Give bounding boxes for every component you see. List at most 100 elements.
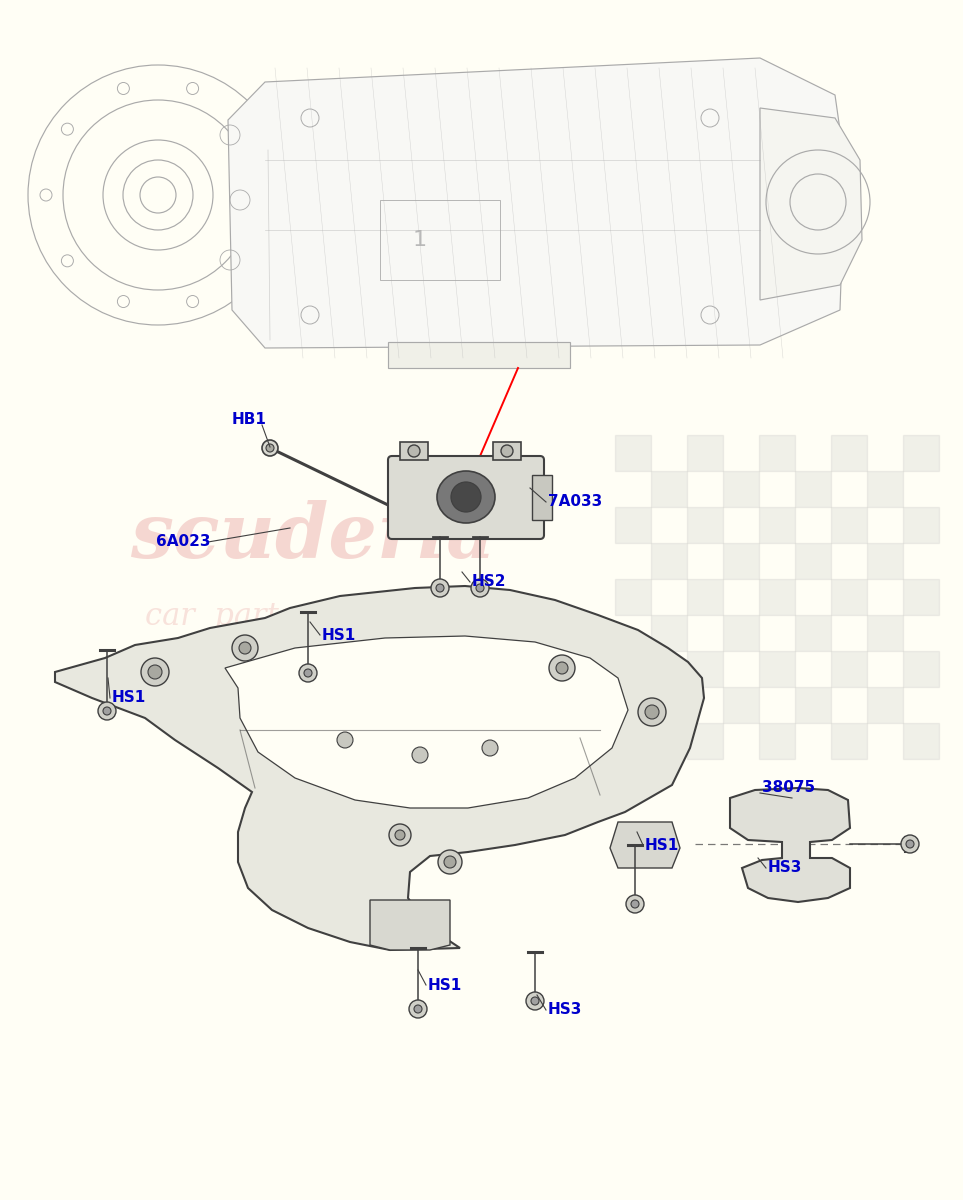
Polygon shape bbox=[400, 442, 428, 460]
Text: HB1: HB1 bbox=[232, 413, 267, 427]
Bar bbox=[795, 686, 831, 722]
Circle shape bbox=[438, 850, 462, 874]
Circle shape bbox=[901, 835, 919, 853]
Circle shape bbox=[626, 895, 644, 913]
Bar bbox=[759, 578, 795, 614]
Bar bbox=[687, 434, 723, 470]
Bar bbox=[651, 614, 687, 650]
Circle shape bbox=[299, 664, 317, 682]
Bar bbox=[831, 506, 867, 542]
Bar bbox=[687, 650, 723, 686]
Circle shape bbox=[444, 856, 456, 868]
Polygon shape bbox=[55, 586, 704, 950]
Circle shape bbox=[638, 698, 666, 726]
Bar bbox=[903, 578, 939, 614]
Bar bbox=[615, 434, 651, 470]
Ellipse shape bbox=[437, 470, 495, 523]
Circle shape bbox=[526, 992, 544, 1010]
Circle shape bbox=[395, 830, 405, 840]
Bar bbox=[903, 506, 939, 542]
Bar bbox=[867, 614, 903, 650]
Bar bbox=[615, 578, 651, 614]
Bar bbox=[759, 434, 795, 470]
Circle shape bbox=[476, 584, 484, 592]
Bar bbox=[795, 614, 831, 650]
Circle shape bbox=[337, 732, 353, 748]
Text: HS1: HS1 bbox=[322, 628, 356, 642]
Bar bbox=[903, 650, 939, 686]
Text: HS3: HS3 bbox=[548, 1002, 583, 1018]
Bar bbox=[687, 506, 723, 542]
Text: HS1: HS1 bbox=[112, 690, 146, 706]
Polygon shape bbox=[370, 900, 450, 950]
Circle shape bbox=[906, 840, 914, 848]
Polygon shape bbox=[225, 636, 628, 808]
Text: 6A023: 6A023 bbox=[156, 534, 211, 550]
Ellipse shape bbox=[451, 482, 481, 512]
Bar bbox=[759, 722, 795, 758]
Circle shape bbox=[631, 900, 639, 908]
FancyBboxPatch shape bbox=[388, 456, 544, 539]
Circle shape bbox=[431, 578, 449, 596]
Polygon shape bbox=[760, 108, 862, 300]
Circle shape bbox=[98, 702, 116, 720]
Bar bbox=[759, 650, 795, 686]
Bar bbox=[867, 470, 903, 506]
Bar bbox=[867, 542, 903, 578]
Polygon shape bbox=[610, 822, 680, 868]
Circle shape bbox=[501, 445, 513, 457]
Circle shape bbox=[304, 670, 312, 677]
Circle shape bbox=[148, 665, 162, 679]
Circle shape bbox=[266, 444, 274, 452]
Circle shape bbox=[471, 578, 489, 596]
Circle shape bbox=[482, 740, 498, 756]
Text: HS1: HS1 bbox=[428, 978, 462, 992]
Bar bbox=[795, 470, 831, 506]
Text: car  parts: car parts bbox=[145, 601, 295, 632]
Polygon shape bbox=[388, 342, 570, 368]
Text: 7A033: 7A033 bbox=[548, 494, 602, 510]
Text: scuderia: scuderia bbox=[130, 500, 496, 574]
Text: 38075: 38075 bbox=[762, 780, 815, 796]
Bar bbox=[687, 722, 723, 758]
Bar bbox=[687, 578, 723, 614]
Circle shape bbox=[556, 662, 568, 674]
Circle shape bbox=[531, 997, 539, 1006]
Bar bbox=[831, 722, 867, 758]
Bar bbox=[831, 434, 867, 470]
Circle shape bbox=[412, 746, 428, 763]
Bar bbox=[867, 686, 903, 722]
Text: HS3: HS3 bbox=[768, 860, 802, 876]
Bar bbox=[759, 506, 795, 542]
Text: HS1: HS1 bbox=[645, 838, 679, 852]
Bar bbox=[615, 506, 651, 542]
Bar bbox=[723, 542, 759, 578]
Bar bbox=[723, 614, 759, 650]
Circle shape bbox=[414, 1006, 422, 1013]
Circle shape bbox=[436, 584, 444, 592]
Bar bbox=[903, 434, 939, 470]
Polygon shape bbox=[532, 475, 552, 520]
Bar bbox=[795, 542, 831, 578]
Bar bbox=[903, 722, 939, 758]
Bar bbox=[615, 722, 651, 758]
Text: HS2: HS2 bbox=[472, 575, 507, 589]
Bar bbox=[831, 650, 867, 686]
Circle shape bbox=[645, 704, 659, 719]
Circle shape bbox=[549, 655, 575, 680]
Text: 1: 1 bbox=[413, 230, 427, 250]
Polygon shape bbox=[228, 58, 845, 348]
Circle shape bbox=[141, 658, 169, 686]
Polygon shape bbox=[493, 442, 521, 460]
Bar bbox=[651, 542, 687, 578]
Polygon shape bbox=[730, 788, 850, 902]
Circle shape bbox=[103, 707, 111, 715]
Bar bbox=[723, 470, 759, 506]
Bar bbox=[651, 470, 687, 506]
Circle shape bbox=[262, 440, 278, 456]
Bar bbox=[615, 650, 651, 686]
Bar bbox=[651, 686, 687, 722]
Bar bbox=[380, 200, 500, 280]
Bar bbox=[831, 578, 867, 614]
Circle shape bbox=[389, 824, 411, 846]
